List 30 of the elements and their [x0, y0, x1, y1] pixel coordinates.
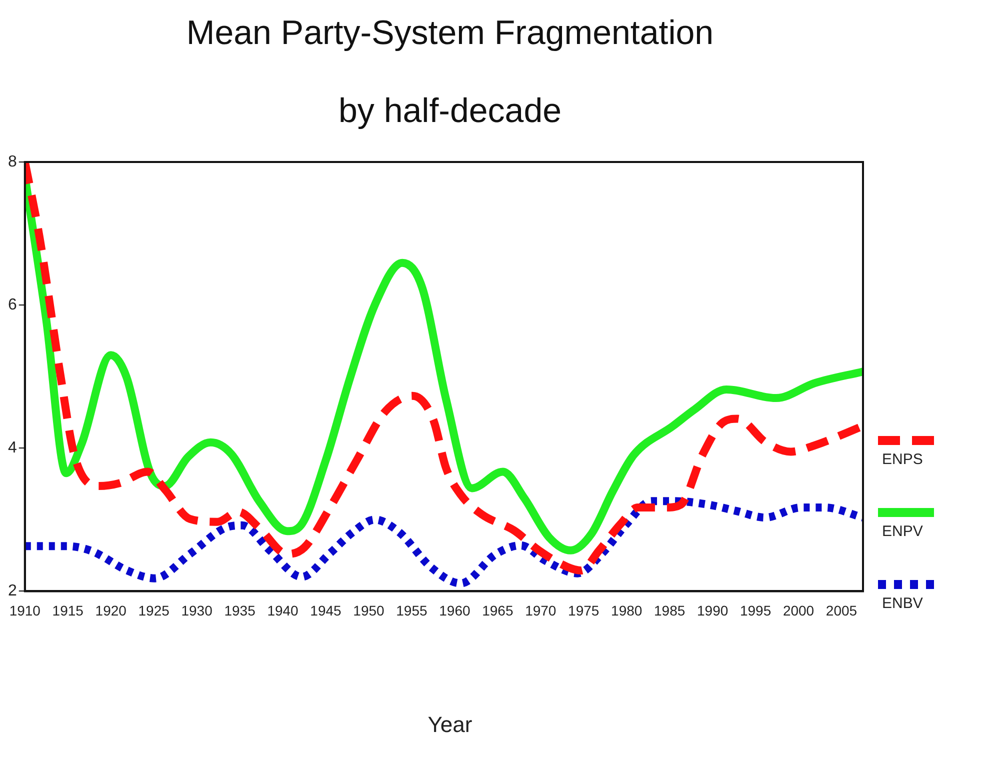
x-tick-label: 1935	[224, 602, 256, 618]
x-tick-label: 2005	[826, 602, 858, 618]
y-tick-label: 2	[8, 582, 17, 600]
legend-label: ENPS	[882, 451, 924, 468]
x-tick-label: 1960	[439, 602, 470, 618]
legend-label: ENBV	[882, 595, 924, 612]
x-tick-label: 1965	[482, 602, 514, 618]
x-tick-label: 1975	[568, 602, 600, 618]
x-tick-label: 1910	[9, 602, 41, 618]
chart-subtitle: by half-decade	[337, 92, 563, 131]
legend-label: ENPV	[882, 523, 924, 540]
x-tick-label: 1920	[95, 602, 127, 618]
x-tick-label: 1970	[525, 602, 556, 618]
x-tick-label: 1990	[696, 602, 728, 618]
x-tick-label: 1925	[138, 602, 170, 618]
x-tick-label: 1980	[611, 602, 642, 618]
x-tick-label: 2000	[782, 602, 814, 618]
x-tick-label: 1945	[310, 602, 342, 618]
y-tick-label: 4	[8, 440, 17, 457]
y-tick-label: 6	[8, 296, 17, 314]
x-tick-label: 1995	[740, 602, 772, 618]
x-axis-title: Year	[426, 712, 474, 738]
x-tick-label: 1940	[267, 602, 299, 618]
y-tick-label: 8	[8, 153, 17, 170]
x-tick-label: 1985	[654, 602, 686, 618]
x-tick-label: 1930	[181, 602, 213, 618]
x-tick-label: 1950	[353, 602, 385, 618]
chart-title: Mean Party-System Fragmentation	[185, 14, 715, 53]
x-tick-label: 1955	[396, 602, 428, 618]
x-tick-label: 1915	[52, 602, 84, 618]
